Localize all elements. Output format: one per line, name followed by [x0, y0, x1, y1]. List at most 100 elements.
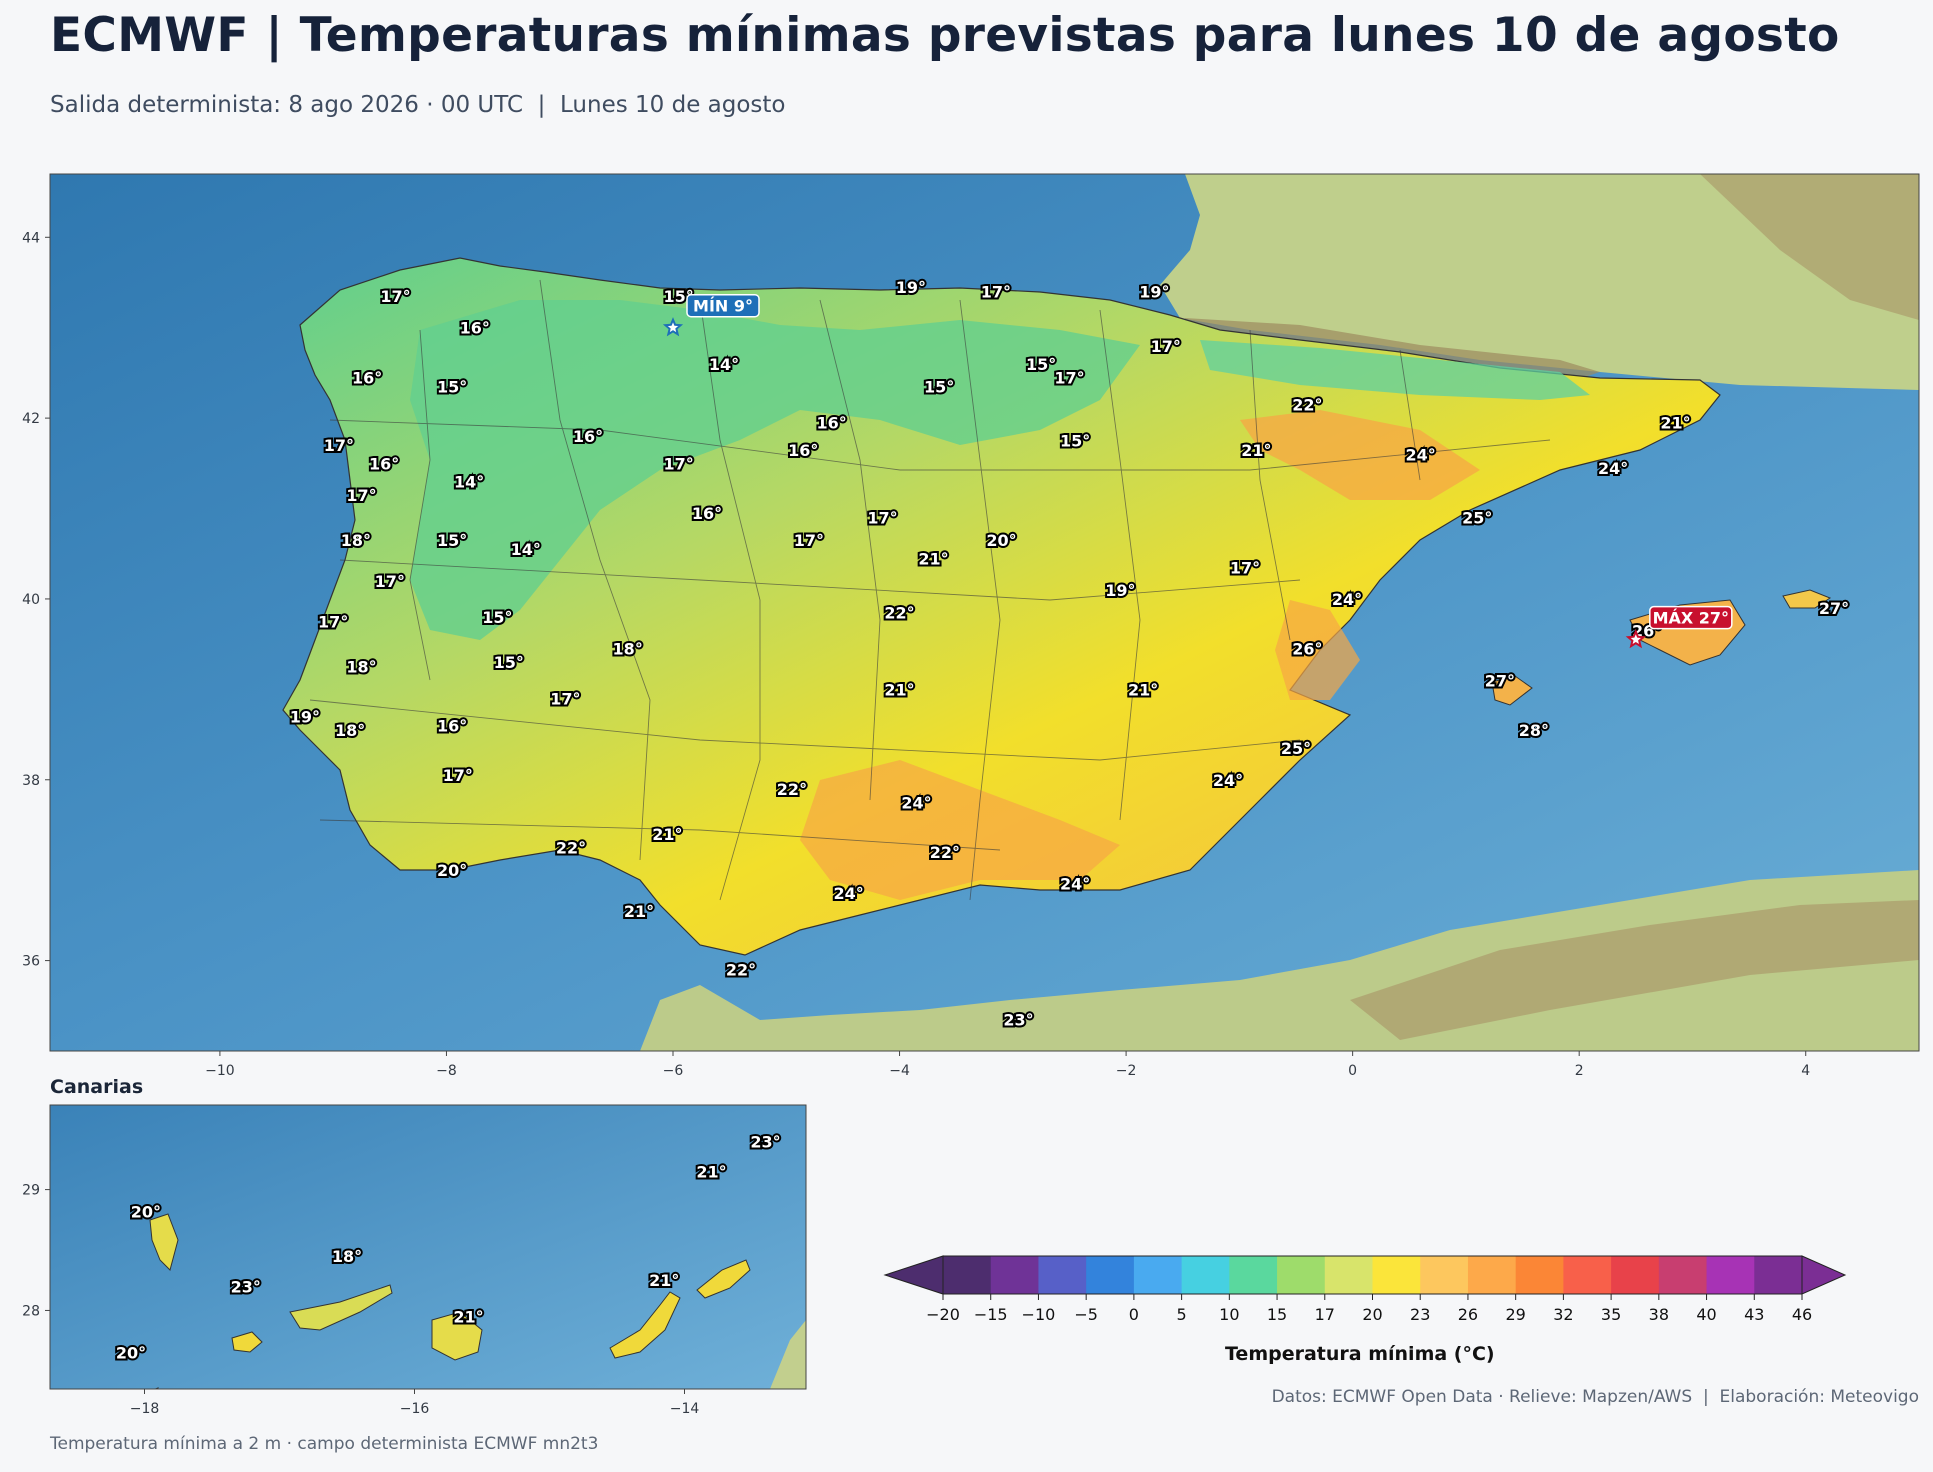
colorbar-tick-label: 46 [1792, 1305, 1812, 1324]
colorbar-tick-label: 23 [1410, 1305, 1430, 1324]
y-tick-label: 28 [22, 1303, 40, 1319]
temperature-label: 16° [437, 717, 467, 736]
la-palma [149, 1213, 179, 1271]
colorbar-tick-label: 32 [1553, 1305, 1573, 1324]
colorbar-tick-label: 0 [1129, 1305, 1139, 1324]
temperature-label: 17° [375, 572, 405, 591]
temperature-label: 21° [1660, 414, 1690, 433]
colorbar-bin [943, 1256, 992, 1294]
temperature-colorbar: −20 −15 −10 −5 0 5 10 15 17 20 23 26 29 32 35 38 40 43 46 [883, 1255, 1847, 1324]
temperature-label: 17° [1230, 558, 1260, 577]
colorbar-tick-label: −20 [926, 1305, 960, 1324]
temperature-label: 17° [324, 436, 354, 455]
la-gomera [231, 1331, 263, 1353]
y-tick-label: 42 [22, 411, 40, 427]
temperature-label: 21° [884, 680, 914, 699]
lanzarote [696, 1259, 751, 1299]
temperature-label: 16° [573, 427, 603, 446]
x-tick-label: 4 [1801, 1063, 1810, 1079]
colorbar-title: Temperatura mínima (°C) [1225, 1343, 1495, 1365]
africa-relief [640, 870, 1919, 1051]
x-tick-label: −4 [889, 1063, 910, 1079]
canarias-temperature-labels: 23° 21° 20° 18° 23° 21° 21° 20° [114, 1130, 783, 1364]
temperature-label: 24° [901, 793, 931, 812]
temperature-label: 24° [1060, 875, 1090, 894]
colorbar-tick-label: −10 [1022, 1305, 1056, 1324]
colorbar-tick-label: 26 [1458, 1305, 1478, 1324]
temperature-label: 20° [437, 861, 467, 880]
northeast-cool-band [1200, 340, 1590, 400]
atlas-relief [1350, 900, 1919, 1040]
temperature-label: 19° [896, 278, 926, 297]
north-cool-band [410, 300, 1140, 640]
temperature-label: 16° [788, 441, 818, 460]
temperature-label: 19° [1139, 283, 1169, 302]
south-warm [800, 760, 1120, 900]
canarias-map[interactable]: −18 −16 −14 28 29 23° 21° 20° 18° 23° 21° 21° 20° [0, 1090, 820, 1430]
temperature-label: 18° [346, 658, 376, 677]
temperature-label: 16° [692, 504, 722, 523]
temperature-label: 22° [930, 843, 960, 862]
temperature-label: 24° [1332, 590, 1362, 609]
colorbar-extend-high [1801, 1255, 1847, 1295]
temperature-label: 16° [460, 319, 490, 338]
colorbar-bin [1372, 1256, 1421, 1294]
x-tick-label: −2 [1116, 1063, 1137, 1079]
page-subtitle: Salida determinista: 8 ago 2026 · 00 UTC… [50, 92, 786, 118]
colorbar-bin [1706, 1256, 1755, 1294]
page-title: ECMWF | Temperaturas mínimas previstas p… [50, 8, 1840, 63]
y-tick-label: 44 [22, 230, 40, 246]
temperature-label: 22° [884, 604, 914, 623]
min-marker-star [662, 317, 684, 337]
temperature-label: 25° [1462, 509, 1492, 528]
gran-canaria [431, 1311, 483, 1361]
africa-coast-inset [770, 1320, 806, 1389]
tenerife [289, 1284, 393, 1331]
menorca [1782, 589, 1832, 609]
min-marker-label: MÍN 9° [693, 297, 753, 316]
canarias-y-axis: 28 29 [22, 1183, 50, 1319]
main-map-y-axis: 36 38 40 42 44 [22, 230, 50, 970]
colorbar-bin [1181, 1256, 1230, 1294]
alps-relief [1700, 174, 1919, 320]
temperature-label: 24° [833, 884, 863, 903]
temperature-label: 19° [1105, 581, 1135, 600]
temperature-label: 15° [1060, 432, 1090, 451]
temperature-label: 17° [346, 486, 376, 505]
x-tick-label: −6 [663, 1063, 684, 1079]
temperature-label: 14° [709, 355, 739, 374]
temperature-label: 18° [332, 1247, 362, 1266]
temperature-label: 17° [318, 613, 348, 632]
colorbar-bin [1658, 1256, 1708, 1294]
colorbar-tick-label: 35 [1601, 1305, 1621, 1324]
temperature-label: 24° [1405, 445, 1435, 464]
temperature-label: 14° [454, 472, 484, 491]
temperature-label: 23° [231, 1277, 261, 1296]
temperature-label: 17° [443, 766, 473, 785]
footnote: Temperatura mínima a 2 m · campo determi… [50, 1434, 599, 1454]
colorbar-bin [1038, 1256, 1087, 1294]
temperature-label: 21° [696, 1162, 726, 1181]
temperature-label: 18° [613, 640, 643, 659]
temperature-label: 15° [494, 653, 524, 672]
temperature-label: 22° [726, 961, 756, 980]
temperature-label: 17° [380, 287, 410, 306]
temperature-label: 16° [369, 454, 399, 473]
colorbar-tick-label: 10 [1219, 1305, 1239, 1324]
colorbar-bin [1754, 1256, 1803, 1294]
temperature-label: 24° [1598, 459, 1628, 478]
colorbar-tick-label: −15 [974, 1305, 1008, 1324]
valencia-warm [1275, 600, 1360, 700]
temperature-label: 23° [750, 1132, 780, 1151]
temperature-label: 28° [1519, 721, 1549, 740]
fuerteventura [609, 1291, 681, 1359]
x-tick-label: 2 [1575, 1063, 1584, 1079]
temperature-label: 15° [437, 377, 467, 396]
colorbar-tick-label: 43 [1744, 1305, 1764, 1324]
temperature-label: 21° [649, 1271, 679, 1290]
temperature-label: 15° [924, 377, 954, 396]
temperature-label: 21° [652, 825, 682, 844]
temperature-label: 21° [624, 902, 654, 921]
temperature-label: 26° [1292, 640, 1322, 659]
